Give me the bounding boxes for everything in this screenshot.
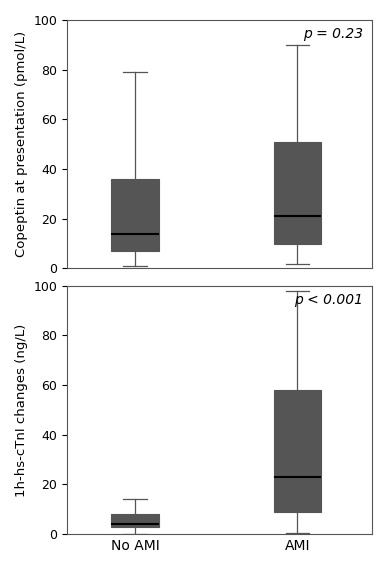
PathPatch shape xyxy=(111,179,159,251)
PathPatch shape xyxy=(111,514,159,527)
Y-axis label: 1h-hs-cTnI changes (ng/L): 1h-hs-cTnI changes (ng/L) xyxy=(15,323,28,496)
PathPatch shape xyxy=(274,142,321,244)
PathPatch shape xyxy=(274,390,321,512)
Text: p < 0.001: p < 0.001 xyxy=(294,293,363,307)
Y-axis label: Copeptin at presentation (pmol/L): Copeptin at presentation (pmol/L) xyxy=(15,31,28,257)
Text: p = 0.23: p = 0.23 xyxy=(303,27,363,41)
